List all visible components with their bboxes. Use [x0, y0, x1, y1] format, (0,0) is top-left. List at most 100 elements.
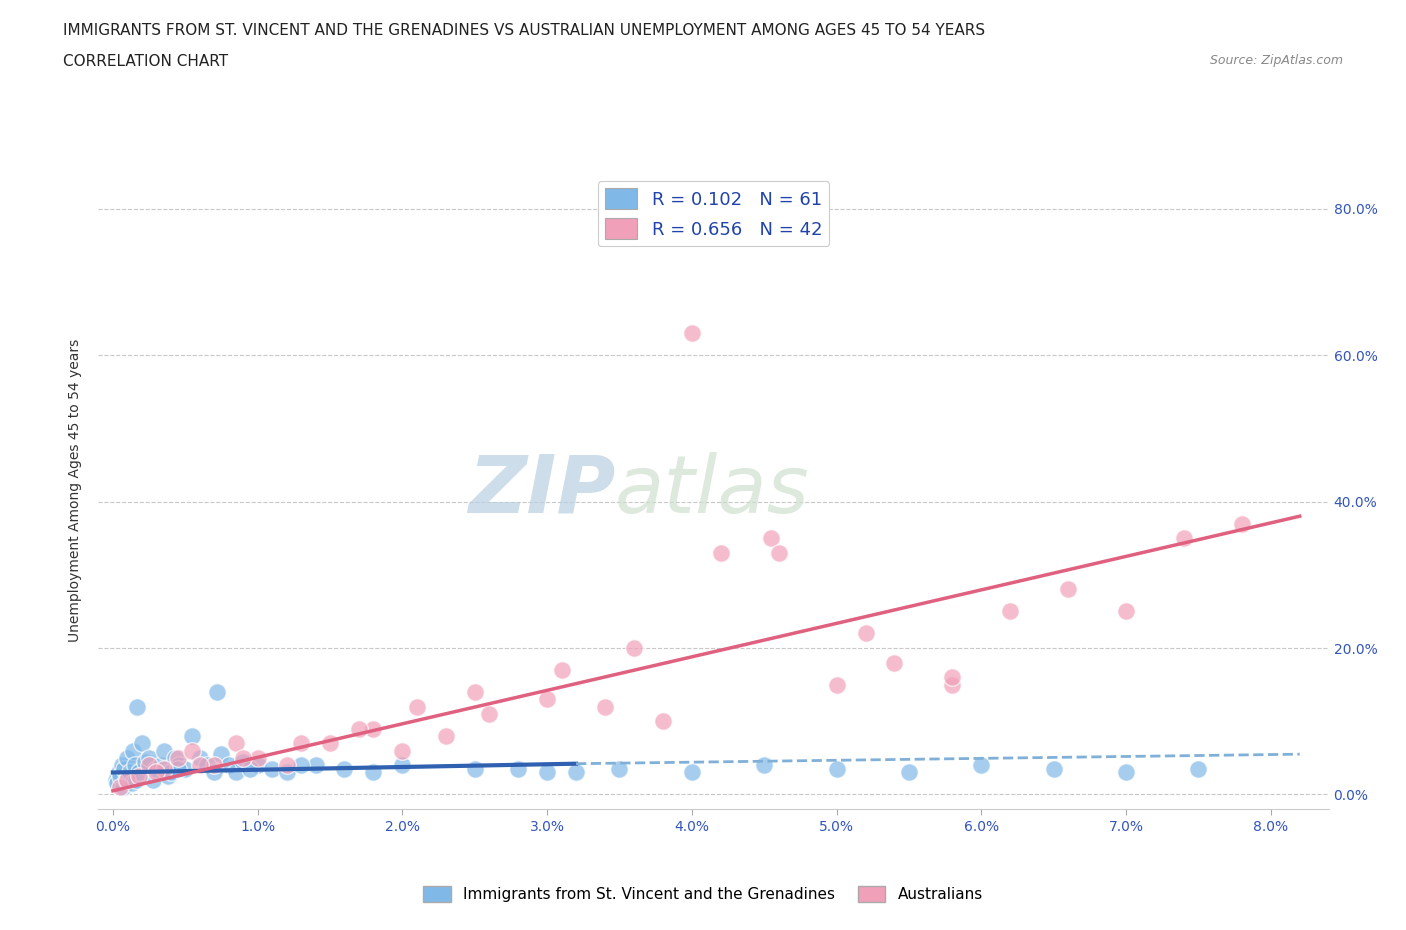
Point — [276, 765, 298, 780]
Point — [188, 751, 211, 765]
Point — [1173, 531, 1195, 546]
Point — [391, 758, 413, 773]
Point — [181, 743, 204, 758]
Point — [225, 765, 247, 780]
Point — [855, 626, 877, 641]
Point — [134, 754, 156, 769]
Point — [114, 762, 136, 777]
Point — [464, 762, 486, 777]
Point — [115, 773, 138, 788]
Point — [118, 769, 141, 784]
Text: atlas: atlas — [616, 452, 810, 529]
Point — [152, 762, 174, 777]
Point — [152, 743, 174, 758]
Point — [112, 779, 135, 794]
Point — [1000, 604, 1022, 618]
Point — [181, 728, 204, 743]
Legend: Immigrants from St. Vincent and the Grenadines, Australians: Immigrants from St. Vincent and the Gren… — [418, 880, 988, 909]
Point — [117, 773, 139, 788]
Point — [478, 707, 501, 722]
Point — [225, 736, 247, 751]
Point — [232, 754, 254, 769]
Point — [202, 758, 225, 773]
Point — [156, 769, 179, 784]
Point — [246, 751, 269, 765]
Point — [681, 765, 703, 780]
Point — [105, 776, 128, 790]
Y-axis label: Unemployment Among Ages 45 to 54 years: Unemployment Among Ages 45 to 54 years — [69, 339, 83, 643]
Point — [1057, 582, 1080, 597]
Point — [138, 758, 160, 773]
Point — [127, 699, 149, 714]
Point — [262, 762, 284, 777]
Point — [145, 762, 167, 777]
Point — [239, 762, 262, 777]
Point — [347, 721, 370, 736]
Point — [128, 765, 150, 780]
Point — [290, 758, 312, 773]
Point — [107, 765, 129, 780]
Point — [218, 758, 240, 773]
Text: CORRELATION CHART: CORRELATION CHART — [63, 54, 228, 69]
Point — [149, 758, 172, 773]
Point — [941, 670, 963, 684]
Point — [897, 765, 920, 780]
Point — [941, 677, 963, 692]
Text: ZIP: ZIP — [468, 452, 616, 529]
Point — [1115, 604, 1137, 618]
Point — [117, 751, 139, 765]
Point — [970, 758, 993, 773]
Point — [363, 765, 385, 780]
Point — [405, 699, 427, 714]
Point — [825, 762, 848, 777]
Point — [246, 758, 269, 773]
Legend: R = 0.102   N = 61, R = 0.656   N = 42: R = 0.102 N = 61, R = 0.656 N = 42 — [598, 181, 830, 246]
Point — [121, 776, 143, 790]
Point — [211, 747, 233, 762]
Point — [550, 662, 572, 677]
Point — [110, 758, 132, 773]
Point — [202, 765, 225, 780]
Point — [276, 758, 298, 773]
Point — [1230, 516, 1253, 531]
Text: Source: ZipAtlas.com: Source: ZipAtlas.com — [1209, 54, 1343, 67]
Point — [623, 641, 645, 656]
Point — [508, 762, 530, 777]
Point — [159, 765, 181, 780]
Point — [167, 762, 190, 777]
Point — [125, 773, 148, 788]
Point — [883, 656, 905, 671]
Point — [754, 758, 776, 773]
Point — [536, 765, 558, 780]
Point — [768, 545, 790, 560]
Point — [593, 699, 616, 714]
Point — [391, 743, 413, 758]
Point — [609, 762, 631, 777]
Point — [108, 779, 131, 794]
Point — [104, 773, 127, 788]
Point — [169, 758, 191, 773]
Point — [710, 545, 733, 560]
Point — [434, 728, 457, 743]
Point — [195, 758, 218, 773]
Point — [1187, 762, 1209, 777]
Point — [131, 736, 153, 751]
Point — [290, 736, 312, 751]
Point — [464, 684, 486, 699]
Point — [145, 765, 167, 780]
Point — [124, 758, 146, 773]
Point — [319, 736, 342, 751]
Point — [165, 751, 187, 765]
Point — [174, 762, 197, 777]
Point — [128, 769, 150, 784]
Point — [188, 758, 211, 773]
Point — [363, 721, 385, 736]
Point — [1042, 762, 1064, 777]
Point — [565, 765, 588, 780]
Point — [108, 769, 131, 784]
Point — [681, 326, 703, 340]
Point — [825, 677, 848, 692]
Point — [120, 765, 142, 780]
Point — [536, 692, 558, 707]
Point — [122, 743, 145, 758]
